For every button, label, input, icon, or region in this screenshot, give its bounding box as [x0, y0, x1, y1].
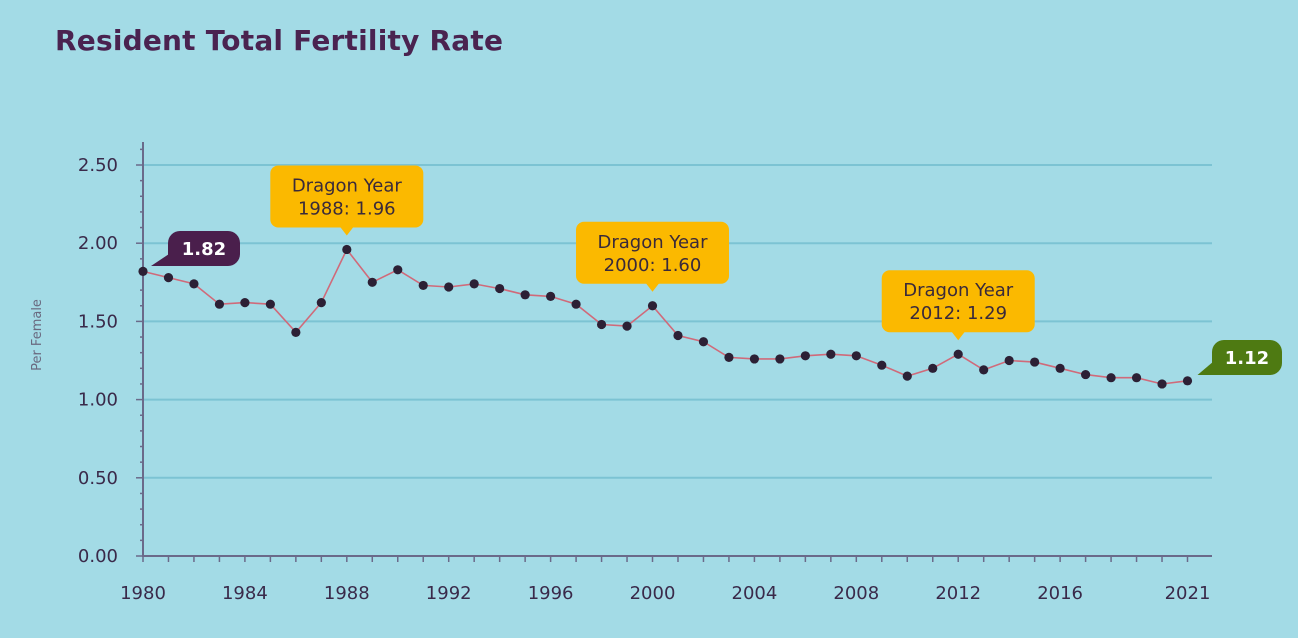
x-tick-label: 2000 [630, 583, 676, 604]
data-point [240, 298, 250, 308]
callout-pointer [645, 282, 660, 292]
end-value-badge: 1.12 [1197, 340, 1282, 375]
data-point [1030, 357, 1040, 367]
callout-box [576, 221, 730, 284]
data-point [877, 360, 887, 370]
data-point [1055, 363, 1065, 373]
data-point [596, 319, 607, 330]
x-tick-label: 2012 [935, 583, 981, 604]
y-tick-label: 0.50 [78, 468, 118, 489]
data-point [851, 351, 861, 361]
badge-pointer [151, 252, 184, 266]
data-point [979, 365, 989, 375]
chart-title: Resident Total Fertility Rate [55, 24, 504, 57]
data-point [1080, 369, 1091, 380]
data-point [342, 244, 352, 255]
callout-line-2: 2000: 1.60 [604, 255, 702, 276]
x-tick-label: 2021 [1165, 583, 1211, 604]
data-point [1182, 376, 1193, 386]
x-tick-label: 1984 [222, 583, 268, 604]
data-point [953, 349, 963, 359]
data-point [189, 279, 199, 289]
data-point [1157, 379, 1167, 389]
x-tick-label: 1992 [426, 583, 472, 604]
callout-box [270, 165, 424, 228]
data-point [291, 327, 301, 337]
callout-line-2: 1988: 1.96 [298, 198, 396, 219]
data-point [495, 283, 505, 294]
badge-pointer [1197, 361, 1226, 375]
badge-label: 1.12 [1225, 348, 1269, 369]
x-tick-label: 2004 [732, 583, 778, 604]
y-tick-label: 2.00 [78, 233, 118, 254]
start-value-badge: 1.82 [151, 231, 240, 266]
y-tick-label: 2.50 [78, 155, 118, 176]
badge-box [168, 231, 240, 266]
data-point [163, 273, 174, 283]
data-point [520, 290, 530, 300]
data-point [826, 349, 836, 359]
badge-label: 1.82 [182, 239, 226, 260]
x-tick-label: 1980 [120, 583, 166, 604]
callout-line-1: Dragon Year [292, 175, 403, 196]
data-point [444, 282, 454, 292]
callout-pointer [951, 331, 966, 341]
data-point [1106, 373, 1116, 383]
data-point [673, 330, 683, 341]
x-tick-label: 2008 [833, 583, 879, 604]
badge-box [1212, 340, 1282, 375]
data-point [1131, 373, 1142, 383]
callout-line-2: 2012: 1.29 [909, 303, 1007, 324]
data-point [647, 301, 658, 311]
callout-pointer [339, 226, 354, 236]
data-point [316, 298, 326, 308]
data-point [928, 363, 938, 373]
data-point [265, 299, 275, 309]
callout-line-1: Dragon Year [598, 232, 709, 253]
data-point [571, 299, 581, 309]
data-point [775, 354, 785, 364]
data-point [698, 337, 709, 347]
data-point [1004, 355, 1014, 366]
data-points [138, 244, 1193, 389]
data-point [546, 291, 556, 301]
y-axis-label: Per Female [30, 299, 45, 371]
callout-line-1: Dragon Year [903, 280, 1014, 301]
data-point [214, 299, 225, 309]
data-point [800, 351, 810, 361]
data-point [749, 354, 760, 364]
y-tick-label: 1.00 [78, 390, 118, 411]
y-tick-label: 0.00 [78, 546, 118, 567]
axes: 0.00 0.50 1.00 1.50 2.00 2.50 1980 1984 1988 1992… [78, 142, 1212, 604]
data-point [367, 277, 377, 287]
x-tick-label: 2016 [1037, 583, 1083, 604]
data-point [469, 279, 479, 289]
x-tick-label: 1996 [528, 583, 574, 604]
callout-box [881, 270, 1035, 333]
y-tick-label: 1.50 [78, 311, 118, 332]
data-point [418, 280, 428, 291]
data-point [393, 265, 403, 275]
data-point [138, 266, 148, 276]
data-point [724, 352, 734, 362]
data-point [622, 321, 632, 331]
x-tick-label: 1988 [324, 583, 370, 604]
data-point [902, 371, 912, 381]
